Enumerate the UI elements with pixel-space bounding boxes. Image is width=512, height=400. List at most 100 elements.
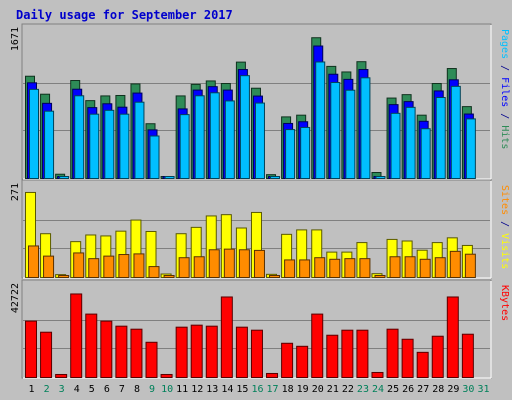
bar-sites-day-26 bbox=[404, 256, 416, 278]
bar-pages-day-2 bbox=[44, 110, 55, 179]
bar-pages-day-30 bbox=[465, 118, 476, 179]
x-tick-label: 29 bbox=[447, 384, 459, 395]
bar-pages-day-16 bbox=[254, 102, 265, 179]
x-tick-label: 10 bbox=[161, 384, 173, 395]
bar-pages-day-26 bbox=[405, 106, 416, 179]
bar-sites-day-30 bbox=[464, 253, 476, 278]
x-tick-label: 3 bbox=[59, 384, 65, 395]
legend-entry: Files bbox=[499, 77, 510, 107]
x-tick-label: 13 bbox=[206, 384, 218, 395]
bar-kbytes-day-12 bbox=[190, 324, 203, 378]
bar-sites-day-25 bbox=[389, 256, 401, 278]
bar-sites-day-4 bbox=[73, 252, 85, 279]
bar-kbytes-day-17 bbox=[266, 372, 279, 378]
bar-sites-day-24 bbox=[374, 275, 386, 278]
bar-kbytes-day-2 bbox=[40, 331, 53, 379]
bar-sites-day-22 bbox=[344, 258, 356, 279]
x-tick-label: 6 bbox=[104, 384, 110, 395]
legend-entry: Visits bbox=[499, 233, 510, 269]
x-tick-label: 19 bbox=[297, 384, 309, 395]
y-max-label: 271 bbox=[10, 183, 21, 201]
bar-pages-day-6 bbox=[104, 109, 115, 179]
bar-kbytes-day-6 bbox=[100, 320, 113, 378]
bar-kbytes-day-1 bbox=[25, 320, 37, 378]
x-tick-label: 7 bbox=[119, 384, 125, 395]
bar-pages-day-11 bbox=[179, 114, 190, 179]
bar-sites-day-29 bbox=[449, 250, 461, 279]
bar-kbytes-day-27 bbox=[416, 351, 429, 378]
x-tick-label: 23 bbox=[357, 384, 369, 395]
panel-hits_files_pages: 1671 Pages / Files / Hits bbox=[10, 23, 510, 180]
x-tick-label: 16 bbox=[251, 384, 263, 395]
legend-entry: / bbox=[499, 215, 510, 233]
panel-kbytes: 42722 KBytes bbox=[10, 279, 510, 379]
series-pages bbox=[29, 61, 476, 179]
bar-kbytes-day-24 bbox=[371, 371, 384, 379]
chart-panels: 1671 Pages / Files / Hits 271 Sites / Visit… bbox=[10, 23, 510, 379]
legend-entry: KBytes bbox=[499, 285, 510, 321]
bar-pages-day-5 bbox=[89, 113, 100, 179]
bar-kbytes-day-10 bbox=[160, 373, 173, 378]
legend-entry: / bbox=[499, 59, 510, 77]
bar-sites-day-28 bbox=[434, 257, 446, 278]
bar-kbytes-day-16 bbox=[250, 329, 263, 378]
bar-kbytes-day-26 bbox=[401, 338, 414, 378]
x-tick-label: 8 bbox=[134, 384, 140, 395]
bar-pages-day-12 bbox=[194, 95, 205, 179]
x-axis-labels: 1 2 3 4 5 6 7 8 9 10 11 12 13 14 15 16 17 18 19 20 21 22 23 24 2… bbox=[29, 384, 490, 395]
x-tick-label: 4 bbox=[74, 384, 80, 395]
bar-pages-day-15 bbox=[239, 75, 250, 179]
series-sites bbox=[28, 245, 476, 279]
bar-pages-day-10 bbox=[164, 176, 175, 179]
x-tick-label: 2 bbox=[44, 384, 50, 395]
bar-pages-day-29 bbox=[450, 85, 461, 179]
bar-kbytes-day-18 bbox=[281, 342, 294, 378]
bar-pages-day-24 bbox=[375, 176, 386, 179]
x-tick-label: 27 bbox=[417, 384, 429, 395]
legend-entry: Pages bbox=[499, 29, 510, 59]
legend-entry: Sites bbox=[499, 185, 510, 215]
bar-sites-day-27 bbox=[419, 258, 431, 279]
bar-sites-day-11 bbox=[178, 257, 190, 278]
bar-pages-day-20 bbox=[315, 61, 326, 179]
bar-pages-day-14 bbox=[224, 100, 235, 179]
bar-kbytes-day-7 bbox=[115, 325, 128, 378]
bar-kbytes-day-11 bbox=[175, 326, 188, 379]
x-tick-label: 30 bbox=[462, 384, 474, 395]
bar-sites-day-14 bbox=[223, 248, 235, 278]
bar-kbytes-day-25 bbox=[386, 328, 399, 378]
bar-pages-day-8 bbox=[134, 101, 145, 179]
x-tick-label: 31 bbox=[477, 384, 489, 395]
bar-kbytes-day-20 bbox=[311, 313, 324, 379]
y-max-label: 1671 bbox=[10, 27, 21, 51]
x-tick-label: 1 bbox=[29, 384, 35, 395]
bar-sites-day-1 bbox=[28, 245, 39, 278]
bar-sites-day-21 bbox=[329, 258, 341, 279]
series-kbytes bbox=[25, 293, 474, 379]
bar-kbytes-day-29 bbox=[446, 296, 459, 379]
x-tick-label: 11 bbox=[176, 384, 188, 395]
bar-kbytes-day-22 bbox=[341, 329, 354, 378]
bar-pages-day-19 bbox=[300, 126, 311, 179]
bar-pages-day-25 bbox=[390, 112, 401, 179]
bar-sites-day-7 bbox=[118, 254, 130, 279]
bar-sites-day-23 bbox=[359, 258, 371, 279]
bar-sites-day-18 bbox=[284, 259, 296, 278]
bar-sites-day-13 bbox=[208, 249, 220, 279]
bar-kbytes-day-9 bbox=[145, 341, 158, 378]
bar-sites-day-8 bbox=[133, 253, 145, 278]
bar-pages-day-21 bbox=[330, 82, 341, 179]
x-tick-label: 25 bbox=[387, 384, 399, 395]
bar-pages-day-27 bbox=[420, 128, 431, 179]
bar-kbytes-day-23 bbox=[356, 329, 369, 378]
x-tick-label: 12 bbox=[191, 384, 203, 395]
bar-sites-day-6 bbox=[103, 255, 115, 279]
chart-title: Daily usage for September 2017 bbox=[16, 8, 233, 22]
y-max-label: 42722 bbox=[10, 283, 21, 313]
bar-sites-day-2 bbox=[43, 255, 55, 279]
bar-sites-day-19 bbox=[299, 259, 311, 278]
x-tick-label: 22 bbox=[342, 384, 354, 395]
bar-kbytes-day-19 bbox=[296, 345, 309, 379]
x-tick-label: 20 bbox=[312, 384, 324, 395]
